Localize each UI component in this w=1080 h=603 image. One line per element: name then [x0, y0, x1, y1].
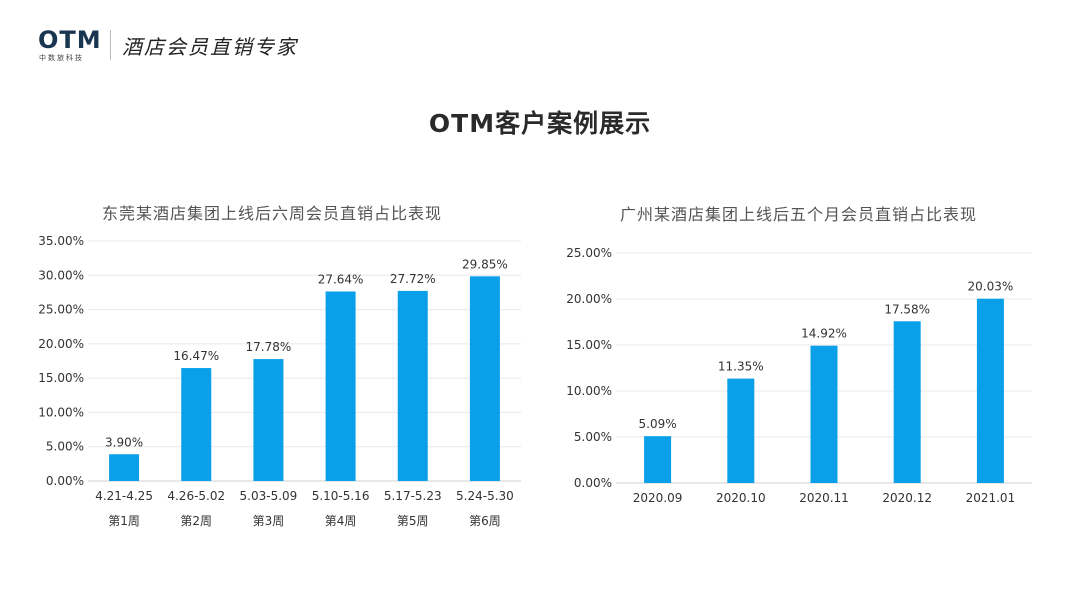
chart2-bar: [976, 298, 1004, 483]
chart2-y-tick-label: 25.00%: [566, 246, 612, 260]
chart1-value-label: 29.85%: [462, 257, 508, 271]
chart1-x-sublabel: 第1周: [108, 514, 140, 528]
chart1-value-label: 27.72%: [390, 272, 436, 286]
chart2-y-tick-label: 20.00%: [566, 292, 612, 306]
chart2-x-tick-label: 2020.11: [799, 491, 849, 505]
chart2-bar: [644, 436, 672, 483]
chart1-bar: [397, 290, 428, 481]
chart1-x-tick-label: 5.03-5.09: [240, 489, 298, 503]
chart1-bar: [109, 454, 140, 481]
chart1-bar: [181, 368, 212, 481]
chart2-y-tick-label: 10.00%: [566, 384, 612, 398]
chart1-x-tick-label: 5.10-5.16: [312, 489, 370, 503]
chart1-y-tick-label: 0.00%: [46, 474, 84, 488]
chart1-y-tick-label: 10.00%: [38, 405, 84, 419]
chart1-x-tick-label: 4.26-5.02: [167, 489, 225, 503]
chart1-x-sublabel: 第4周: [325, 514, 357, 528]
chart1-value-label: 27.64%: [318, 272, 364, 286]
chart1-y-tick-label: 15.00%: [38, 371, 84, 385]
chart1-value-label: 16.47%: [173, 349, 219, 363]
chart1-x-sublabel: 第2周: [180, 514, 212, 528]
chart2-value-label: 17.58%: [884, 302, 930, 316]
chart1-x-sublabel: 第5周: [397, 514, 429, 528]
chart1-bar: [469, 276, 500, 481]
chart2-value-label: 14.92%: [801, 327, 847, 341]
chart1-value-label: 3.90%: [105, 435, 143, 449]
chart1-y-tick-label: 25.00%: [38, 303, 84, 317]
logo-slogan: 酒店会员直销专家: [122, 35, 298, 59]
chart2-value-label: 5.09%: [639, 417, 677, 431]
chart1-y-tick-label: 5.00%: [46, 440, 84, 454]
chart2-x-tick-label: 2020.10: [716, 491, 766, 505]
chart1-y-tick-label: 35.00%: [38, 234, 84, 248]
chart1-y-tick-label: 30.00%: [38, 268, 84, 282]
chart1-x-tick-label: 4.21-4.25: [95, 489, 153, 503]
page-title: OTM客户案例展示: [428, 109, 652, 138]
chart2-title: 广州某酒店集团上线后五个月会员直销占比表现: [620, 205, 978, 224]
chart1-x-sublabel: 第3周: [253, 514, 285, 528]
chart2-y-tick-label: 0.00%: [574, 476, 612, 490]
chart1-title: 东莞某酒店集团上线后六周会员直销占比表现: [102, 204, 443, 223]
chart1-x-tick-label: 5.24-5.30: [456, 489, 514, 503]
logo-divider: [110, 30, 111, 60]
chart2-y-tick-label: 15.00%: [566, 338, 612, 352]
logo-mark: OTM: [38, 26, 102, 54]
chart2-bar: [893, 321, 921, 483]
chart2-bar: [810, 345, 838, 483]
chart2-y-tick-label: 5.00%: [574, 430, 612, 444]
chart2-x-tick-label: 2020.09: [633, 491, 683, 505]
logo-subtitle: 中数旅科技: [39, 54, 84, 62]
chart1-bar: [253, 359, 284, 481]
chart1-value-label: 17.78%: [246, 340, 292, 354]
chart1-bar: [325, 291, 356, 481]
chart1-x-sublabel: 第6周: [469, 514, 501, 528]
company-logo: OTM 中数旅科技 酒店会员直销专家: [38, 26, 338, 66]
chart1-x-tick-label: 5.17-5.23: [384, 489, 442, 503]
chart1-y-tick-label: 20.00%: [38, 337, 84, 351]
chart2-bar: [727, 378, 755, 483]
chart2-value-label: 11.35%: [718, 360, 764, 374]
chart2-value-label: 20.03%: [968, 280, 1014, 294]
chart2-x-tick-label: 2020.12: [882, 491, 932, 505]
chart2-x-tick-label: 2021.01: [966, 491, 1016, 505]
